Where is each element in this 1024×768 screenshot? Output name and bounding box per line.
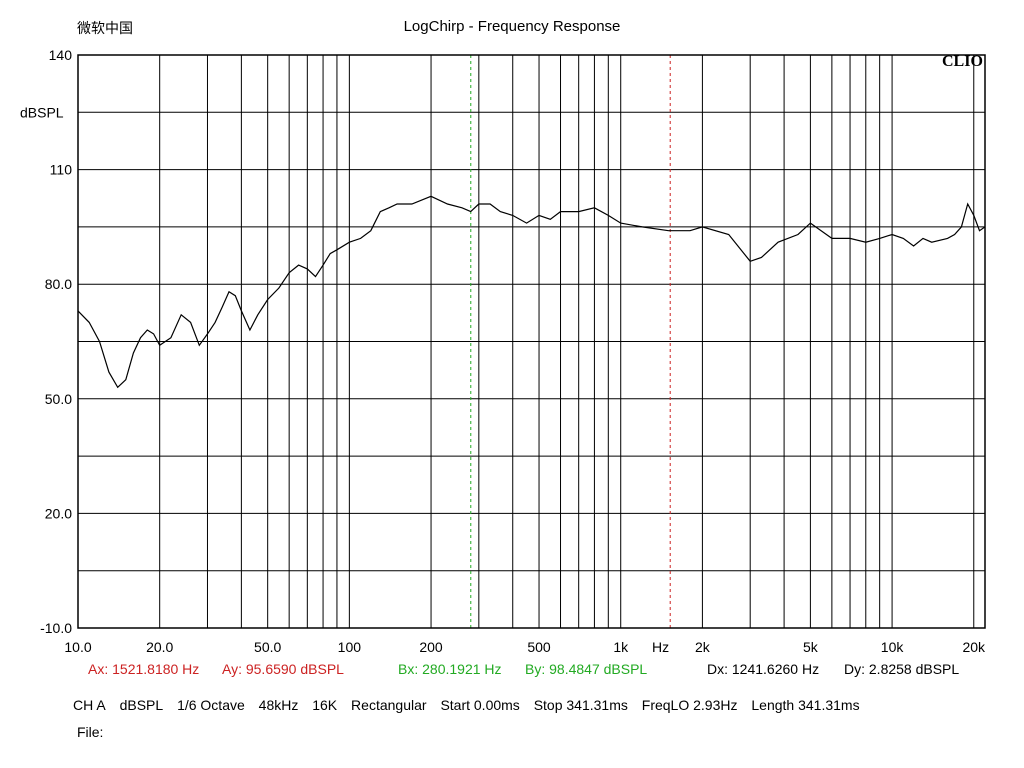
x-tick-label: 200 [419, 639, 443, 655]
measurement-settings: CH A dBSPL 1/6 Octave 48kHz 16K Rectangu… [73, 697, 870, 713]
y-tick-label: 20.0 [45, 505, 72, 521]
corner-label: 微软中国 [77, 20, 133, 36]
x-tick-label: 10.0 [64, 639, 91, 655]
y-tick-label: -10.0 [40, 620, 72, 636]
x-tick-label: 100 [338, 639, 362, 655]
cursor-readouts: Ax: 1521.8180 Hz Ay: 95.6590 dBSPL Bx: 2… [88, 661, 959, 677]
x-tick-label: 2k [695, 639, 711, 655]
x-tick-labels: 10.0 20.0 50.0 100 200 500 1k 2k 5k 10k 20k [64, 639, 986, 655]
x-tick-label: 50.0 [254, 639, 281, 655]
x-tick-label: 10k [881, 639, 905, 655]
x-tick-label: 20.0 [146, 639, 173, 655]
y-axis-label: dBSPL [20, 104, 64, 120]
smoothing-label: 1/6 Octave [177, 697, 245, 713]
cursor-a-x-readout: Ax: 1521.8180 Hz [88, 661, 199, 677]
x-tick-label: 20k [962, 639, 986, 655]
chart-title: LogChirp - Frequency Response [403, 18, 621, 35]
window-label: Rectangular [351, 697, 427, 713]
clio-logo: CLIO [942, 53, 983, 70]
file-label: File: [77, 724, 104, 740]
x-tick-label: 5k [803, 639, 819, 655]
units-label: dBSPL [119, 697, 164, 713]
channel-label: CH A [73, 697, 106, 713]
y-tick-labels: 140 110 80.0 50.0 20.0 -10.0 [40, 47, 72, 636]
freqlo-label: FreqLO 2.93Hz [641, 697, 738, 713]
sample-rate-label: 48kHz [258, 697, 299, 713]
fft-size-label: 16K [312, 697, 338, 713]
cursor-delta-x-readout: Dx: 1241.6260 Hz [707, 661, 819, 677]
plot-border [77, 54, 986, 629]
start-label: Start 0.00ms [440, 697, 520, 713]
y-tick-label: 110 [50, 162, 73, 178]
series-line [77, 195, 986, 389]
cursor-b-x-readout: Bx: 280.1921 Hz [398, 661, 502, 677]
x-axis-label: Hz [652, 639, 669, 655]
y-tick-label: 80.0 [45, 276, 72, 292]
y-tick-label: 50.0 [45, 391, 72, 407]
length-label: Length 341.31ms [751, 697, 860, 713]
y-tick-label: 140 [49, 47, 73, 63]
x-tick-label: 500 [527, 639, 551, 655]
cursor-a-y-readout: Ay: 95.6590 dBSPL [222, 661, 344, 677]
cursor-delta-y-readout: Dy: 2.8258 dBSPL [844, 661, 959, 677]
x-tick-label: 1k [613, 639, 629, 655]
grid-lines [78, 55, 985, 628]
stop-label: Stop 341.31ms [533, 697, 628, 713]
cursor-b-y-readout: By: 98.4847 dBSPL [525, 661, 647, 677]
